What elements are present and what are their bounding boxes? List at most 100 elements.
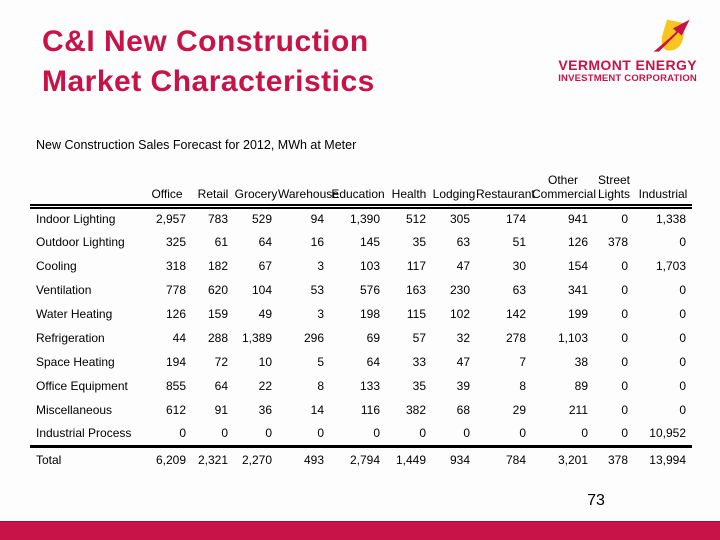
value-cell: 30 bbox=[512, 259, 526, 273]
value-cell: 145 bbox=[359, 235, 380, 249]
row-label: Industrial Process bbox=[36, 426, 132, 441]
value-cell: 94 bbox=[310, 212, 324, 227]
value-cell: 0 bbox=[679, 307, 686, 321]
value-cell: 32 bbox=[456, 331, 470, 345]
table-title: New Construction Sales Forecast for 2012… bbox=[36, 138, 357, 152]
row-label: Miscellaneous bbox=[36, 403, 113, 417]
value-cell: 0 bbox=[373, 426, 380, 441]
value-cell: 783 bbox=[207, 212, 228, 227]
value-cell: 35 bbox=[412, 235, 426, 249]
value-cell: 0 bbox=[581, 426, 588, 441]
value-cell: 117 bbox=[406, 259, 426, 273]
value-cell: 126 bbox=[567, 235, 588, 249]
value-cell: 61 bbox=[214, 235, 228, 249]
value-cell: 305 bbox=[449, 212, 470, 227]
flame-bolt-logo-icon bbox=[651, 14, 691, 56]
total-value-cell: 493 bbox=[278, 444, 330, 473]
table-row: Office Equipment 855 64 22 8 133 35 39 8 89 0 0 bbox=[30, 374, 692, 398]
value-cell: 3 bbox=[317, 307, 324, 321]
value-cell: 211 bbox=[568, 403, 588, 417]
value-cell: 0 bbox=[317, 426, 324, 441]
page-number: 73 bbox=[587, 492, 605, 509]
row-label: Indoor Lighting bbox=[36, 212, 116, 227]
table-row: Ventilation 778 620 104 53 576 163 230 63 341 0 0 bbox=[30, 278, 692, 302]
value-cell: 1,390 bbox=[349, 212, 380, 227]
total-value-cell: 1,449 bbox=[386, 444, 432, 473]
value-cell: 72 bbox=[214, 355, 228, 369]
row-label: Refrigeration bbox=[36, 331, 105, 345]
value-cell: 576 bbox=[359, 283, 380, 297]
table-row: Water Heating 126 159 49 3 198 115 102 142 199 0 0 bbox=[30, 302, 692, 326]
value-cell: 341 bbox=[567, 283, 588, 297]
logo-subname: INVESTMENT CORPORATION bbox=[558, 73, 697, 84]
row-label: Ventilation bbox=[36, 283, 92, 297]
value-cell: 126 bbox=[165, 307, 186, 321]
value-cell: 620 bbox=[207, 283, 228, 297]
column-header: Street Lights bbox=[594, 158, 634, 209]
value-cell: 0 bbox=[463, 426, 470, 441]
value-cell: 0 bbox=[265, 426, 272, 441]
column-header: Grocery bbox=[234, 158, 278, 209]
value-cell: 0 bbox=[221, 426, 228, 441]
value-cell: 102 bbox=[449, 307, 470, 321]
value-cell: 104 bbox=[251, 283, 272, 297]
value-cell: 16 bbox=[310, 235, 324, 249]
table-body: Indoor Lighting 2,957 783 529 94 1,390 512 305 1… bbox=[30, 206, 692, 446]
value-cell: 0 bbox=[621, 355, 628, 369]
value-cell: 0 bbox=[621, 379, 628, 393]
page-title-line2: Market Characteristics bbox=[42, 65, 375, 98]
value-cell: 64 bbox=[214, 379, 228, 393]
total-value-cell: 934 bbox=[432, 444, 476, 473]
column-header: Education bbox=[330, 158, 386, 209]
value-cell: 47 bbox=[456, 259, 470, 273]
value-cell: 7 bbox=[519, 355, 526, 369]
value-cell: 1,338 bbox=[655, 212, 686, 227]
column-header: Other Commercial bbox=[532, 158, 596, 209]
value-cell: 57 bbox=[412, 331, 426, 345]
row-label: Office Equipment bbox=[36, 379, 128, 393]
value-cell: 103 bbox=[359, 259, 380, 273]
column-header: Office bbox=[142, 158, 192, 209]
value-cell: 39 bbox=[456, 379, 470, 393]
value-cell: 36 bbox=[258, 403, 272, 417]
value-cell: 325 bbox=[165, 235, 186, 249]
value-cell: 230 bbox=[449, 283, 470, 297]
value-cell: 855 bbox=[165, 379, 186, 393]
table-row: Space Heating 194 72 10 5 64 33 47 7 38 0 0 bbox=[30, 350, 692, 374]
value-cell: 0 bbox=[621, 426, 628, 441]
table-row: Industrial Process 0 0 0 0 0 0 0 0 0 0 10,952 bbox=[30, 422, 692, 446]
table-row: Refrigeration 44 288 1,389 296 69 57 32 278 1,103… bbox=[30, 326, 692, 350]
value-cell: 63 bbox=[512, 283, 526, 297]
value-cell: 35 bbox=[412, 379, 426, 393]
table-row: Miscellaneous 612 91 36 14 116 382 68 29 211 0 0 bbox=[30, 398, 692, 422]
row-label: Space Heating bbox=[36, 355, 115, 369]
value-cell: 33 bbox=[412, 355, 426, 369]
value-cell: 115 bbox=[406, 307, 426, 321]
table-footer: Total 6,209 2,321 2,270 493 2,794 1,449 934 784 3… bbox=[30, 444, 692, 473]
value-cell: 49 bbox=[258, 307, 272, 321]
value-cell: 116 bbox=[360, 403, 380, 417]
value-cell: 0 bbox=[679, 379, 686, 393]
value-cell: 142 bbox=[505, 307, 526, 321]
row-label: Outdoor Lighting bbox=[36, 235, 125, 249]
table-row: Indoor Lighting 2,957 783 529 94 1,390 512 305 1… bbox=[30, 206, 692, 230]
value-cell: 2,957 bbox=[155, 212, 186, 227]
value-cell: 51 bbox=[512, 235, 526, 249]
value-cell: 382 bbox=[405, 403, 426, 417]
value-cell: 0 bbox=[621, 283, 628, 297]
value-cell: 199 bbox=[567, 307, 588, 321]
total-value-cell: 6,209 bbox=[142, 444, 192, 473]
row-label: Cooling bbox=[36, 259, 77, 273]
total-value-cell: 378 bbox=[594, 444, 634, 473]
total-value-cell: 784 bbox=[476, 444, 532, 473]
value-cell: 91 bbox=[214, 403, 228, 417]
value-cell: 0 bbox=[679, 403, 686, 417]
page-title-line1: C&I New Construction bbox=[42, 25, 369, 58]
value-cell: 163 bbox=[405, 283, 426, 297]
value-cell: 64 bbox=[366, 355, 380, 369]
value-cell: 22 bbox=[258, 379, 272, 393]
value-cell: 68 bbox=[456, 403, 470, 417]
value-cell: 3 bbox=[317, 259, 324, 273]
value-cell: 69 bbox=[366, 331, 380, 345]
value-cell: 512 bbox=[405, 212, 426, 227]
